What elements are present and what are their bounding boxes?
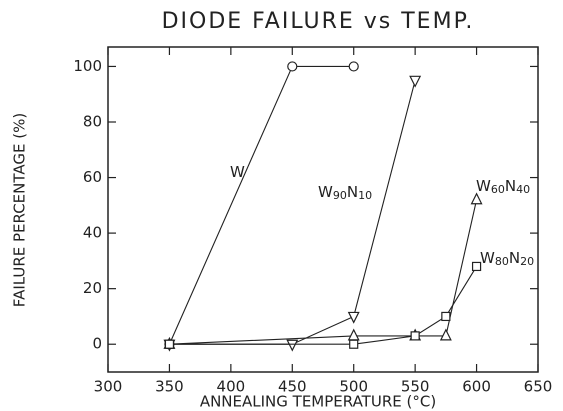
series-label-part: N <box>505 177 516 195</box>
marker <box>348 61 359 72</box>
y-tick-label: 20 <box>83 279 102 297</box>
x-tick-label: 600 <box>462 378 491 396</box>
marker <box>349 339 359 349</box>
x-tick-label: 500 <box>339 378 368 396</box>
x-tick-label: 550 <box>401 378 430 396</box>
series-label: W80N20 <box>480 249 534 269</box>
y-tick-label: 60 <box>83 168 102 186</box>
y-tick-label: 80 <box>83 113 102 131</box>
marker <box>347 328 360 341</box>
series-line <box>169 199 478 345</box>
marker <box>471 261 482 272</box>
y-tick-label: 100 <box>73 57 102 75</box>
chart-title: DIODE FAILURE vs TEMP. <box>162 9 475 34</box>
marker <box>287 61 298 72</box>
x-tick-label: 650 <box>524 378 553 396</box>
series-label: W <box>230 163 245 181</box>
series-label-part: W <box>480 249 495 267</box>
marker <box>286 339 299 352</box>
x-tick-label: 300 <box>94 378 123 396</box>
series-label: W90N10 <box>318 183 372 203</box>
x-axis-label: ANNEALING TEMPERATURE (°C) <box>200 393 436 411</box>
series-label-part: 80 <box>495 255 509 268</box>
series-label-part: W <box>318 183 333 201</box>
plot-frame <box>107 46 539 373</box>
series-label-part: W <box>476 177 491 195</box>
marker <box>439 328 452 341</box>
marker <box>409 75 422 88</box>
y-tick-label: 40 <box>83 224 102 242</box>
series-label-part: 90 <box>333 189 347 202</box>
series-line <box>168 65 354 345</box>
marker <box>347 311 360 324</box>
series-line <box>169 80 416 345</box>
marker <box>164 339 175 349</box>
series-label-part: N <box>347 183 358 201</box>
series-label-part: W <box>230 163 245 181</box>
marker <box>441 311 451 322</box>
series-label-part: N <box>509 249 520 267</box>
series-label: W60N40 <box>476 177 530 197</box>
y-tick-label: 0 <box>92 335 102 353</box>
series-label-part: 40 <box>516 183 530 196</box>
series-line <box>169 266 478 345</box>
x-tick-label: 450 <box>278 378 307 396</box>
x-tick-label: 350 <box>155 378 184 396</box>
series-label-part: 10 <box>358 189 372 202</box>
marker <box>470 192 483 205</box>
marker <box>410 331 420 341</box>
x-tick-label: 400 <box>217 378 246 396</box>
y-axis-label: FAILURE PERCENTAGE (%) <box>11 113 29 307</box>
series-label-part: 20 <box>520 255 534 268</box>
series-label-part: 60 <box>491 183 505 196</box>
